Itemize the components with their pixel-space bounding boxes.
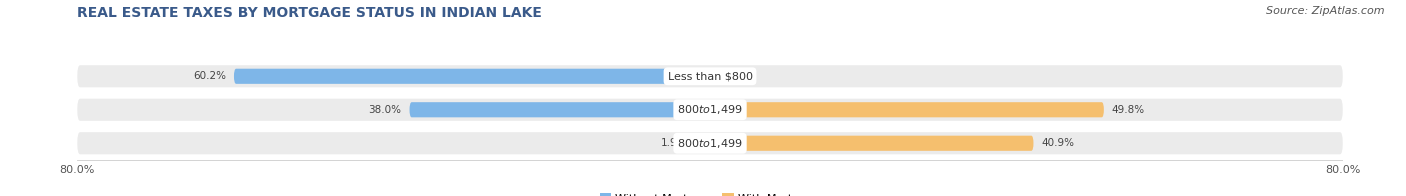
FancyBboxPatch shape xyxy=(710,136,1033,151)
Text: $800 to $1,499: $800 to $1,499 xyxy=(678,103,742,116)
Text: 60.2%: 60.2% xyxy=(193,71,226,81)
FancyBboxPatch shape xyxy=(710,102,1104,117)
FancyBboxPatch shape xyxy=(695,136,710,151)
FancyBboxPatch shape xyxy=(77,65,1343,87)
Legend: Without Mortgage, With Mortgage: Without Mortgage, With Mortgage xyxy=(595,189,825,196)
FancyBboxPatch shape xyxy=(409,102,710,117)
Text: 38.0%: 38.0% xyxy=(368,105,402,115)
FancyBboxPatch shape xyxy=(233,69,710,84)
Text: 1.9%: 1.9% xyxy=(661,138,688,148)
Text: $800 to $1,499: $800 to $1,499 xyxy=(678,137,742,150)
Text: Source: ZipAtlas.com: Source: ZipAtlas.com xyxy=(1267,6,1385,16)
Text: REAL ESTATE TAXES BY MORTGAGE STATUS IN INDIAN LAKE: REAL ESTATE TAXES BY MORTGAGE STATUS IN … xyxy=(77,6,543,20)
FancyBboxPatch shape xyxy=(77,99,1343,121)
Text: 49.8%: 49.8% xyxy=(1112,105,1144,115)
FancyBboxPatch shape xyxy=(77,132,1343,154)
Text: Less than $800: Less than $800 xyxy=(668,71,752,81)
Text: 0.0%: 0.0% xyxy=(718,71,744,81)
Text: 40.9%: 40.9% xyxy=(1042,138,1074,148)
